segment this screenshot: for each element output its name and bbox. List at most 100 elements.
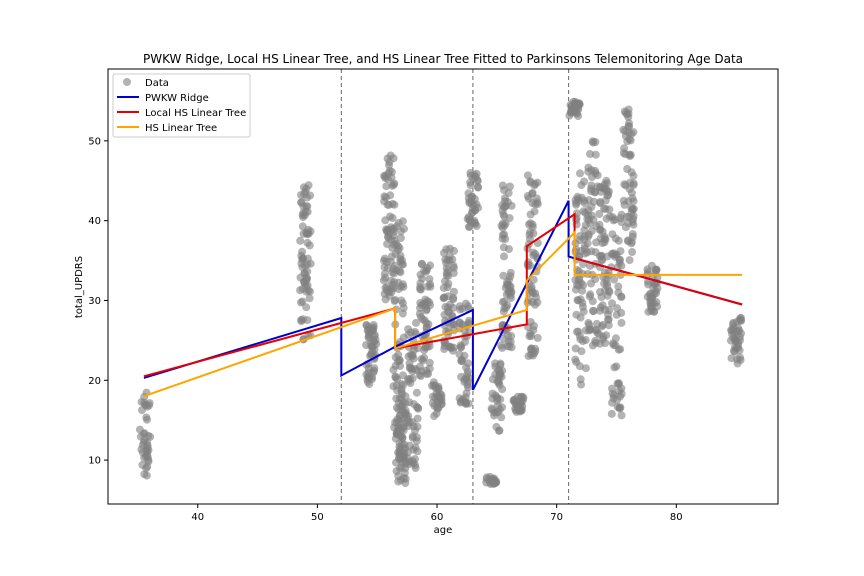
data-point — [298, 222, 307, 231]
data-point — [440, 338, 449, 347]
data-point — [405, 375, 414, 383]
data-points — [135, 97, 745, 488]
data-point — [425, 275, 434, 284]
data-point — [379, 276, 388, 285]
y-tick-label: 50 — [88, 136, 101, 147]
data-point — [450, 246, 458, 255]
data-point — [394, 399, 403, 408]
data-point — [608, 299, 616, 308]
data-point — [567, 105, 576, 114]
data-point — [737, 316, 745, 325]
data-point — [462, 398, 470, 407]
data-point — [578, 286, 587, 295]
data-point — [577, 279, 585, 288]
data-point — [464, 377, 473, 386]
data-point — [619, 125, 628, 134]
data-point — [590, 188, 599, 197]
data-point — [409, 400, 418, 409]
data-point — [573, 327, 581, 336]
data-point — [591, 150, 600, 159]
data-point — [528, 189, 537, 197]
data-point — [529, 251, 538, 260]
data-point — [142, 413, 151, 422]
data-point — [444, 266, 453, 275]
data-point — [603, 187, 612, 196]
data-point — [469, 201, 478, 210]
data-point — [390, 261, 399, 270]
data-point — [382, 286, 391, 295]
chart-title: PWKW Ridge, Local HS Linear Tree, and HS… — [143, 52, 743, 66]
data-point — [614, 379, 623, 388]
data-point — [412, 433, 421, 442]
data-point — [300, 190, 309, 199]
data-point — [628, 230, 637, 239]
legend-label-local: Local HS Linear Tree — [145, 108, 246, 119]
data-point — [734, 343, 742, 352]
data-point — [499, 271, 508, 280]
data-point — [576, 169, 584, 178]
data-point — [731, 337, 740, 346]
data-point — [602, 275, 611, 284]
data-point — [396, 268, 405, 277]
data-point — [466, 181, 475, 190]
data-point — [584, 319, 593, 327]
data-point — [397, 414, 406, 423]
data-point — [369, 337, 378, 346]
data-point — [616, 256, 624, 264]
data-point — [588, 341, 597, 350]
data-point — [578, 298, 587, 307]
data-point — [362, 321, 371, 330]
y-tick-label: 20 — [88, 376, 101, 387]
data-point — [616, 403, 625, 412]
data-point — [415, 309, 424, 318]
data-point — [382, 182, 391, 191]
data-point — [140, 429, 149, 438]
data-point — [736, 356, 745, 364]
data-point — [587, 202, 596, 211]
data-point — [457, 356, 466, 365]
data-point — [440, 345, 449, 353]
data-point — [500, 252, 508, 261]
data-point — [571, 344, 580, 353]
data-point — [416, 285, 425, 294]
data-point — [587, 279, 595, 288]
data-point — [624, 113, 633, 121]
data-point — [532, 194, 541, 203]
data-point — [412, 388, 421, 397]
y-axis-label: total_UPDRS — [74, 256, 85, 318]
data-point — [526, 318, 535, 326]
plot-frame — [107, 68, 779, 505]
data-point — [369, 324, 377, 333]
data-point — [496, 359, 505, 368]
data-point — [141, 401, 150, 409]
data-point — [574, 100, 583, 109]
x-axis-label: age — [434, 525, 453, 536]
data-point — [387, 168, 396, 176]
data-point — [416, 304, 424, 312]
data-point — [456, 343, 465, 352]
data-point — [526, 228, 535, 237]
data-point — [468, 208, 476, 217]
data-point — [299, 208, 308, 217]
y-tick-label: 10 — [88, 456, 101, 467]
data-point — [586, 290, 595, 299]
data-point — [429, 381, 438, 390]
data-point — [505, 342, 514, 351]
data-point — [583, 248, 592, 257]
data-point — [486, 475, 495, 484]
data-point — [499, 243, 508, 252]
data-point — [527, 344, 536, 353]
data-point — [305, 294, 314, 303]
data-point — [394, 219, 403, 227]
data-point — [142, 447, 151, 456]
data-point — [498, 385, 507, 394]
data-point — [571, 355, 580, 364]
data-point — [625, 213, 634, 221]
data-point — [396, 227, 405, 236]
data-point — [397, 476, 405, 485]
data-point — [424, 320, 433, 329]
data-point — [628, 205, 637, 214]
data-point — [579, 307, 588, 316]
data-point — [396, 362, 405, 370]
